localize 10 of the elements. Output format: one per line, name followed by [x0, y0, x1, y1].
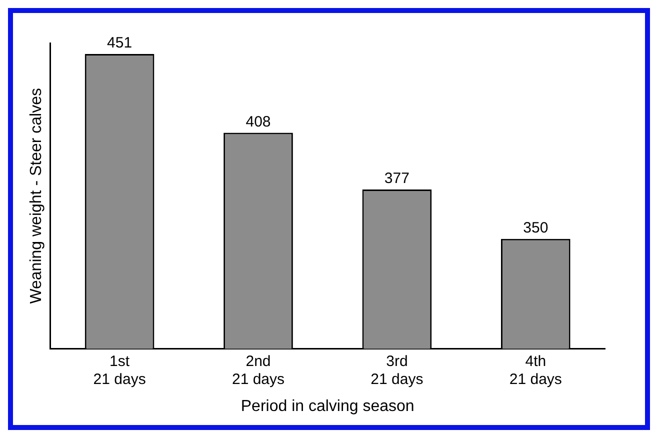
x-axis-title: Period in calving season	[240, 398, 414, 415]
data-label: 377	[384, 170, 410, 188]
x-tick-label: 1st 21 days	[93, 352, 146, 388]
y-axis-title: Weaning weight - Steer calves	[28, 88, 46, 304]
x-tick-label: 2nd 21 days	[232, 352, 285, 388]
data-label: 350	[523, 220, 548, 237]
data-label: 451	[107, 34, 132, 52]
data-label: 408	[246, 113, 271, 130]
x-tick-label: 3rd 21 days	[370, 352, 424, 388]
x-tick-label: 4th 21 days	[509, 352, 562, 388]
